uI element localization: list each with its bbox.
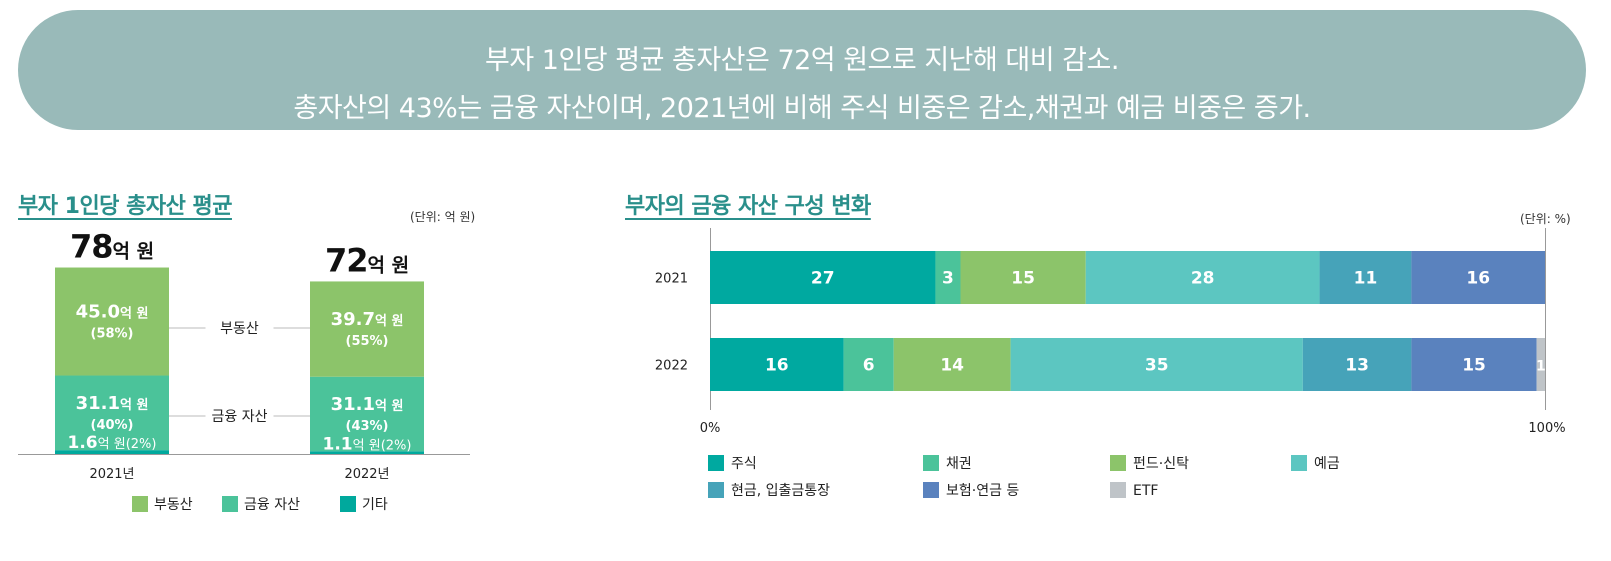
x-tick-0: 0% [700,421,721,436]
x-tick-100: 100% [1528,421,1565,436]
legend-label-financial: 금융 자산 [244,497,300,513]
hbar-bond-2021 [935,251,961,304]
connector-label-real_estate: 부동산 [220,321,259,337]
summary-line-2: 총자산의 43%는 금융 자산이며, 2021년에 비해 주식 비중은 감소,채… [293,93,1311,124]
hbar-label-stock-2021: 27 [811,269,835,289]
hbar-label-deposit-2022: 35 [1145,356,1169,376]
legend2-label-stock: 주식 [731,456,757,472]
hbar-cash-2022 [1302,338,1412,391]
hbar-bond-2022 [843,338,894,391]
hbar-label-cash-2022: 13 [1345,356,1369,376]
hbar-label-insurance-2021: 16 [1466,269,1490,289]
hbar-label-bond-2021: 3 [942,269,954,289]
legend-label-other: 기타 [362,497,388,513]
legend2-swatch-etf [1110,482,1126,498]
legend2-swatch-insurance [923,482,939,498]
hbar-label-fund-2022: 14 [940,356,964,376]
total-unit-1: 억 원 [367,254,409,276]
segment-label-real_estate-0: 45.0억 원 [76,302,149,323]
financial-assets-chart-title: 부자의 금융 자산 구성 변화 [625,194,871,219]
bar-real_estate-0 [55,267,169,376]
legend2-label-fund: 펀드·신탁 [1133,456,1189,472]
hbar-cash-2021 [1319,251,1412,304]
segment-label-financial-1: 31.1억 원 [331,394,404,415]
financial-assets-unit-label: (단위: %) [1520,212,1571,226]
legend2-swatch-cash [708,482,724,498]
hbar-stock-2021 [710,251,936,304]
row-label-2022: 2022 [655,359,688,374]
legend2-label-deposit: 예금 [1314,456,1340,472]
segment-label-other-0: 1.6억 원(2%) [68,433,157,453]
connector-label-financial: 금융 자산 [212,409,268,425]
row-label-2021: 2021 [655,272,688,287]
legend-swatch-financial [222,496,238,512]
legend2-label-bond: 채권 [946,456,972,472]
bar-other-1 [310,451,424,454]
legend-swatch-real_estate [132,496,148,512]
bar-financial-1 [310,376,424,452]
legend2-swatch-stock [708,455,724,471]
legend-swatch-other [340,496,356,512]
legend2-swatch-fund [1110,455,1126,471]
hbar-stock-2022 [710,338,844,391]
segment-label-other-1: 1.1억 원(2%) [323,434,412,454]
hbar-label-cash-2021: 11 [1354,269,1378,289]
segment-pct-real_estate-0: (58%) [91,327,134,342]
summary-line-1: 부자 1인당 평균 총자산은 72억 원으로 지난해 대비 감소. [485,45,1119,76]
total-label-1: 72억 원 [325,241,409,279]
total-assets-unit-label: (단위: 억 원) [410,210,476,224]
hbar-deposit-2022 [1010,338,1303,391]
total-label-0: 78억 원 [70,228,154,266]
hbar-label-deposit-2021: 28 [1191,269,1215,289]
total-value-0: 78 [70,228,113,266]
legend2-label-insurance: 보험·연금 등 [946,483,1019,499]
bar-other-0 [55,450,169,454]
legend2-swatch-deposit [1291,455,1307,471]
legend2-label-etf: ETF [1133,483,1158,499]
hbar-label-stock-2022: 16 [765,356,789,376]
category-label-0: 2021년 [89,467,134,482]
bar-financial-0 [55,375,169,451]
segment-pct-financial-0: (40%) [91,418,134,433]
summary-banner: 부자 1인당 평균 총자산은 72억 원으로 지난해 대비 감소. 총자산의 4… [18,10,1586,130]
hbar-label-bond-2022: 6 [863,356,875,376]
segment-pct-real_estate-1: (55%) [346,334,389,349]
hbar-fund-2022 [893,338,1011,391]
hbar-label-fund-2021: 15 [1011,269,1035,289]
bar-real_estate-1 [310,281,424,377]
hbar-label-etf-2022: 1 [1536,359,1546,375]
hbar-fund-2021 [960,251,1086,304]
legend-label-real_estate: 부동산 [154,497,193,513]
segment-pct-financial-1: (43%) [346,419,389,434]
total-unit-0: 억 원 [112,241,154,263]
total-assets-chart-title: 부자 1인당 총자산 평균 [18,194,232,219]
segment-label-financial-0: 31.1억 원 [76,393,149,414]
category-label-1: 2022년 [344,467,389,482]
segment-label-real_estate-1: 39.7억 원 [331,309,404,330]
legend2-label-cash: 현금, 입출금통장 [731,483,830,499]
hbar-etf-2022 [1536,338,1545,391]
total-value-1: 72 [325,241,368,279]
hbar-deposit-2021 [1085,251,1320,304]
hbar-insurance-2021 [1411,251,1545,304]
legend2-swatch-bond [923,455,939,471]
hbar-insurance-2022 [1411,338,1537,391]
hbar-label-insurance-2022: 15 [1462,356,1486,376]
